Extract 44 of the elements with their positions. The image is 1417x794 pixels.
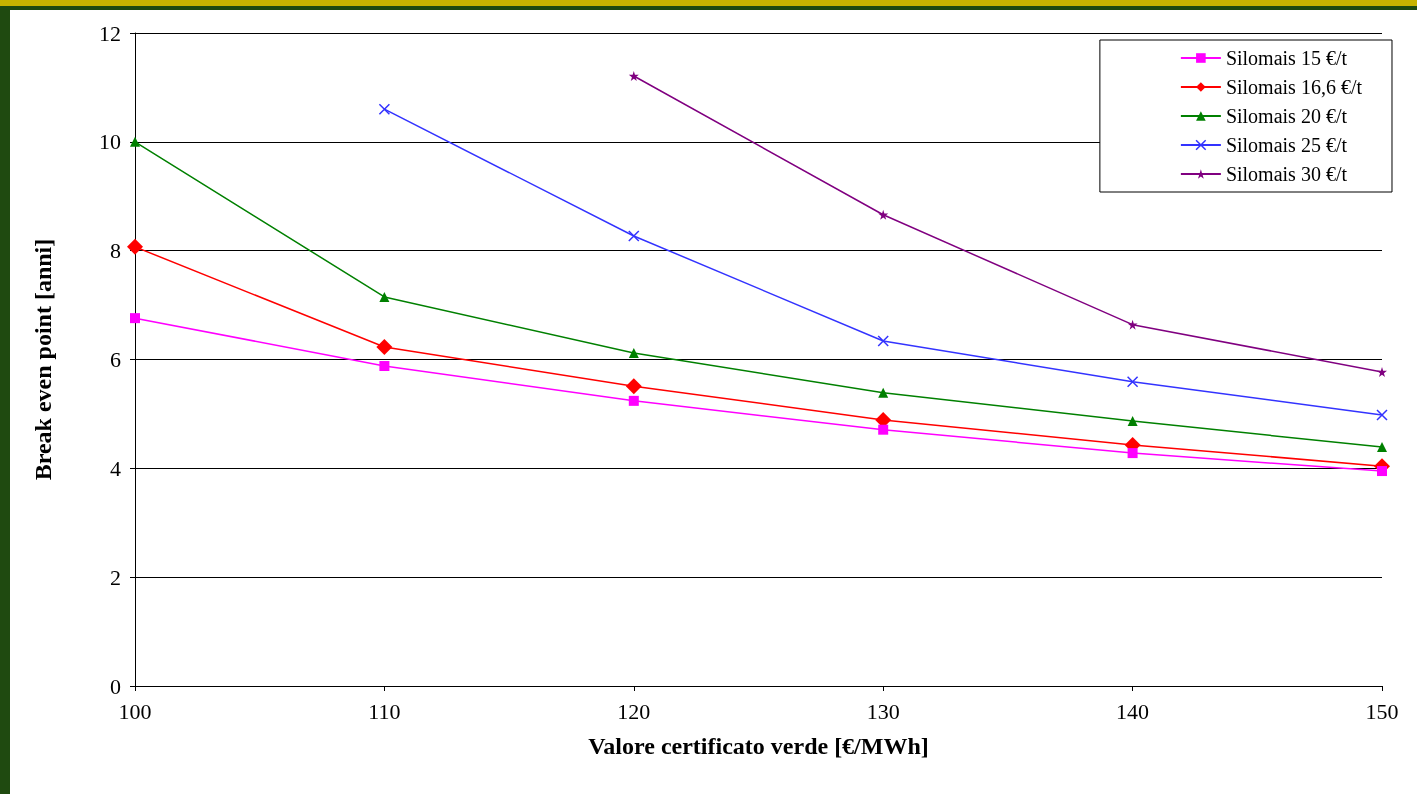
point	[1127, 319, 1138, 330]
point	[628, 230, 640, 242]
x-tick-label: 110	[368, 698, 401, 724]
legend-label: Silomais 15 €/t	[1225, 47, 1348, 69]
y-tick-label: 6	[110, 347, 121, 372]
point	[378, 103, 391, 115]
point	[1377, 442, 1387, 453]
x-tick-label: 140	[1116, 698, 1150, 724]
point	[1127, 448, 1138, 459]
x-tick-label: 130	[866, 698, 900, 724]
x-tick-label: 150	[1365, 698, 1399, 724]
y-axis-title: Break even point [anni]	[30, 238, 56, 481]
point	[130, 136, 140, 147]
point	[878, 387, 889, 398]
legend-label: Silomais 20 €/t	[1225, 105, 1348, 127]
point	[1376, 409, 1388, 421]
point	[130, 313, 140, 324]
point	[878, 424, 889, 435]
legend-label: Silomais 16,6 €/t	[1225, 76, 1363, 98]
point	[628, 70, 639, 81]
y-tick-label: 0	[110, 673, 121, 699]
point	[628, 395, 639, 406]
point	[625, 378, 642, 395]
point	[376, 338, 393, 355]
point	[1377, 367, 1387, 378]
point	[877, 335, 889, 347]
point	[379, 291, 390, 302]
point	[628, 347, 639, 358]
x-tick-label: 120	[617, 698, 651, 724]
legend-label: Silomais 25 €/t	[1225, 134, 1348, 156]
y-tick-label: 10	[99, 129, 121, 155]
y-tick-label: 12	[99, 20, 121, 46]
point	[878, 209, 889, 220]
y-tick-label: 8	[110, 238, 121, 264]
x-tick-label: 100	[118, 698, 152, 724]
point	[127, 238, 143, 255]
point	[379, 361, 390, 372]
y-tick-label: 4	[110, 455, 121, 481]
legend-label: Silomais 30 €/t	[1225, 163, 1348, 185]
point	[1377, 466, 1387, 477]
point	[1126, 376, 1139, 388]
x-axis-title: Valore certificato verde [€/MWh]	[588, 733, 929, 759]
y-tick-label: 2	[110, 564, 121, 590]
point	[1127, 415, 1138, 426]
